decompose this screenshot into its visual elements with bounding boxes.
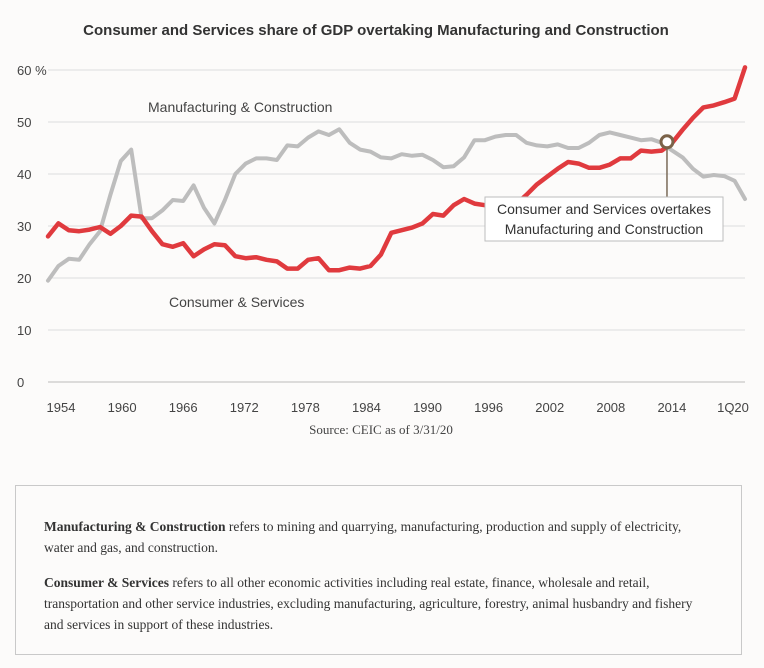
series-line-manufacturing (46, 127, 747, 283)
x-tick-label: 1978 (291, 400, 320, 415)
x-tick-label: 2002 (535, 400, 564, 415)
gridlines (48, 69, 745, 383)
annotation-text-line1: Consumer and Services overtakes (497, 201, 711, 217)
definition-term-consumer: Consumer & Services (44, 575, 169, 590)
y-tick-label: 20 (17, 271, 31, 286)
x-tick-label: 1960 (108, 400, 137, 415)
y-tick-label: 60 % (17, 63, 47, 78)
source-note: Source: CEIC as of 3/31/20 (309, 422, 453, 437)
x-tick-label: 1996 (474, 400, 503, 415)
x-tick-label: 1966 (169, 400, 198, 415)
definition-text-consumer: refers to all other economic activities … (44, 575, 693, 632)
series-lines (45, 65, 748, 283)
x-tick-label: 2014 (657, 400, 686, 415)
y-axis-ticks: 60 % 50 40 30 20 10 0 (17, 63, 47, 390)
annotation: Consumer and Services overtakes Manufact… (484, 134, 724, 242)
y-tick-label: 30 (17, 219, 31, 234)
x-tick-label: 1954 (47, 400, 76, 415)
series-line-consumer (45, 65, 748, 273)
annotation-box (484, 196, 724, 242)
definition-consumer: Consumer & Services refers to all other … (44, 572, 713, 635)
y-tick-label: 50 (17, 115, 31, 130)
y-tick-label: 10 (17, 323, 31, 338)
y-tick-label: 0 (17, 375, 24, 390)
series-label-consumer: Consumer & Services (169, 294, 304, 310)
definition-term-manufacturing: Manufacturing & Construction (44, 519, 226, 534)
chart: Consumer and Services share of GDP overt… (17, 22, 749, 437)
series-label-manufacturing: Manufacturing & Construction (148, 99, 332, 115)
definitions-box: Manufacturing & Construction refers to m… (15, 485, 742, 655)
y-tick-label: 40 (17, 167, 31, 182)
x-tick-label: 1984 (352, 400, 381, 415)
x-tick-label: 2008 (596, 400, 625, 415)
x-tick-label: 1990 (413, 400, 442, 415)
definition-manufacturing: Manufacturing & Construction refers to m… (44, 516, 713, 558)
definition-text-manufacturing: refers to mining and quarrying, manufact… (44, 519, 682, 555)
annotation-marker (659, 134, 675, 150)
x-axis-ticks: 1954 1960 1966 1972 1978 1984 1990 1996 2002 2008… (47, 400, 749, 415)
x-tick-label: 1972 (230, 400, 259, 415)
annotation-text-line2: Manufacturing and Construction (505, 221, 703, 237)
x-tick-label: 1Q20 (717, 400, 749, 415)
chart-title: Consumer and Services share of GDP overt… (83, 22, 669, 39)
